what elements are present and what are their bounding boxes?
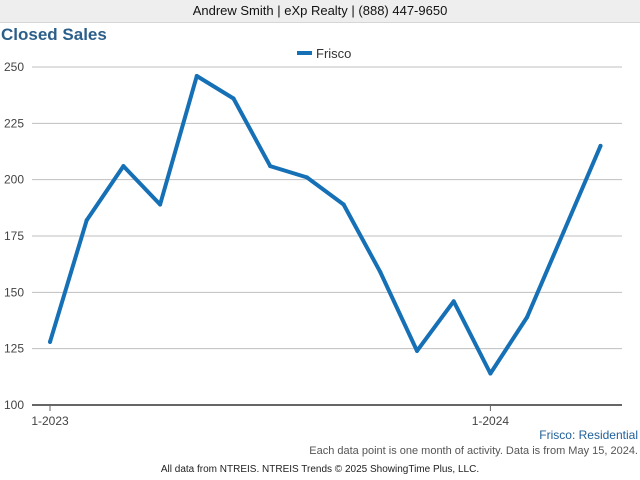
data-point (48, 339, 52, 344)
chart-title: Closed Sales (1, 25, 107, 44)
data-point (561, 229, 566, 234)
data-point (598, 143, 603, 148)
y-tick-label: 175 (4, 229, 24, 243)
y-tick-label: 125 (4, 342, 24, 356)
y-tick-label: 150 (4, 285, 24, 299)
data-point (84, 218, 89, 223)
series-line-frisco (48, 74, 603, 376)
data-point (231, 96, 236, 101)
data-point (415, 348, 419, 353)
credit-line: All data from NTREIS. NTREIS Trends © 20… (160, 464, 480, 475)
data-point (488, 371, 493, 376)
data-point (268, 164, 273, 169)
y-tick-label: 250 (4, 60, 24, 74)
x-tick-label: 1-2023 (31, 414, 69, 428)
y-tick-label: 200 (4, 173, 24, 187)
data-point (451, 299, 456, 304)
source-label: Frisco: Residential (539, 428, 638, 442)
x-tick-label: 1-2024 (472, 414, 510, 428)
legend-label: Frisco (316, 46, 351, 61)
data-point (525, 315, 530, 320)
data-point (194, 74, 199, 79)
data-point (341, 202, 346, 207)
data-point (304, 175, 309, 180)
data-point (121, 164, 126, 169)
data-point (158, 202, 163, 207)
y-tick-label: 100 (4, 398, 24, 412)
agent-header: Andrew Smith | eXp Realty | (888) 447-96… (0, 0, 640, 23)
data-point (378, 270, 383, 275)
data-note: Each data point is one month of activity… (309, 445, 638, 457)
y-tick-label: 225 (4, 116, 24, 130)
